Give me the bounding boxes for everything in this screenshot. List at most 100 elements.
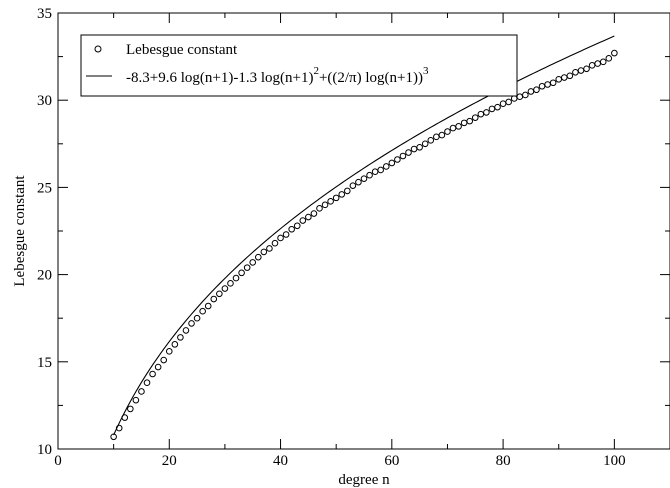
y-tick-label: 30 <box>37 93 52 109</box>
data-point <box>494 103 501 111</box>
data-point <box>143 379 151 387</box>
legend-fit-mid: +((2/π) log(n+1)) <box>319 70 423 86</box>
data-point <box>588 62 596 69</box>
x-tick-label: 80 <box>496 453 511 469</box>
data-point <box>549 79 557 87</box>
data-point <box>538 82 546 90</box>
data-point <box>321 201 329 209</box>
data-point <box>165 348 173 355</box>
data-point <box>232 274 240 282</box>
data-point <box>577 67 585 74</box>
data-point <box>249 259 257 266</box>
data-point <box>449 124 457 132</box>
x-tick-label: 20 <box>162 453 177 469</box>
data-point <box>282 231 290 238</box>
x-tick-label: 60 <box>384 453 399 469</box>
data-point <box>277 234 284 242</box>
data-point <box>177 334 184 341</box>
data-point <box>138 388 145 395</box>
data-point <box>227 280 234 287</box>
data-point <box>338 191 346 198</box>
data-point <box>316 205 323 212</box>
legend-fit-sup2: 3 <box>423 65 429 77</box>
data-point <box>471 114 479 121</box>
data-point <box>416 143 423 151</box>
data-point <box>433 133 440 141</box>
fit-curve-line <box>113 35 615 436</box>
data-point <box>566 72 574 80</box>
data-point <box>299 217 307 224</box>
data-point <box>210 295 218 303</box>
data-point <box>254 253 262 261</box>
data-point <box>455 123 462 130</box>
data-point <box>243 264 251 271</box>
data-point <box>204 302 212 310</box>
data-point <box>522 91 529 99</box>
data-point <box>505 98 512 106</box>
data-point <box>444 128 451 135</box>
y-axis-ticks: 10 15 20 25 30 35 <box>37 6 670 458</box>
fit-curve-series <box>113 35 615 436</box>
data-point <box>305 213 312 221</box>
lebesgue-constant-series <box>110 49 618 441</box>
x-axis-label: degree n <box>338 472 390 488</box>
data-point <box>594 60 601 67</box>
data-point <box>171 341 179 348</box>
legend: Lebesgue constant -8.3+9.6 log(n+1)-1.3 … <box>80 34 518 97</box>
data-point <box>238 269 245 277</box>
data-point <box>221 285 229 292</box>
data-point <box>344 187 351 195</box>
data-point <box>216 290 223 298</box>
data-point <box>121 414 129 421</box>
data-point <box>327 198 334 205</box>
data-point <box>421 140 429 148</box>
data-point <box>399 152 407 160</box>
data-point <box>527 88 535 95</box>
data-point <box>483 109 490 116</box>
data-point <box>560 74 568 81</box>
data-point <box>516 93 524 101</box>
data-point <box>405 149 412 156</box>
data-point <box>293 222 301 230</box>
data-point <box>555 75 563 83</box>
x-tick-label: 40 <box>273 453 288 469</box>
legend-label-fit: -8.3+9.6 log(n+1)-1.3 log(n+1)2+((2/π) l… <box>126 65 429 86</box>
data-point <box>583 65 590 73</box>
data-point <box>154 363 162 371</box>
x-axis-ticks: 0 20 40 60 80 100 <box>54 13 670 469</box>
data-point <box>572 68 579 76</box>
data-point <box>332 194 340 202</box>
data-point <box>605 55 613 62</box>
data-point <box>366 171 373 179</box>
data-point <box>271 239 279 247</box>
x-tick-label: 0 <box>54 453 62 469</box>
data-point <box>160 356 168 364</box>
data-point <box>388 159 396 167</box>
y-tick-label: 15 <box>37 355 52 371</box>
data-point <box>599 58 607 66</box>
data-point <box>310 210 318 217</box>
data-point <box>466 117 474 125</box>
data-point <box>132 396 140 404</box>
data-point <box>460 119 468 127</box>
y-tick-label: 25 <box>37 180 52 196</box>
legend-box <box>80 34 518 97</box>
data-point <box>188 320 195 327</box>
data-point <box>488 105 496 113</box>
data-point <box>349 182 357 189</box>
y-axis-label: Lebesgue constant <box>12 175 28 287</box>
legend-label-lebesgue: Lebesgue constant <box>126 42 238 58</box>
data-point <box>260 248 268 256</box>
data-point <box>477 110 485 118</box>
data-point <box>427 137 435 144</box>
data-point <box>288 225 295 233</box>
data-point <box>371 168 379 176</box>
legend-fit-sup1: 2 <box>313 65 319 77</box>
y-tick-label: 20 <box>37 268 52 284</box>
data-point <box>360 175 368 182</box>
data-point <box>182 327 190 334</box>
data-point <box>611 49 618 57</box>
data-point <box>544 81 551 88</box>
y-tick-label: 35 <box>37 6 52 22</box>
